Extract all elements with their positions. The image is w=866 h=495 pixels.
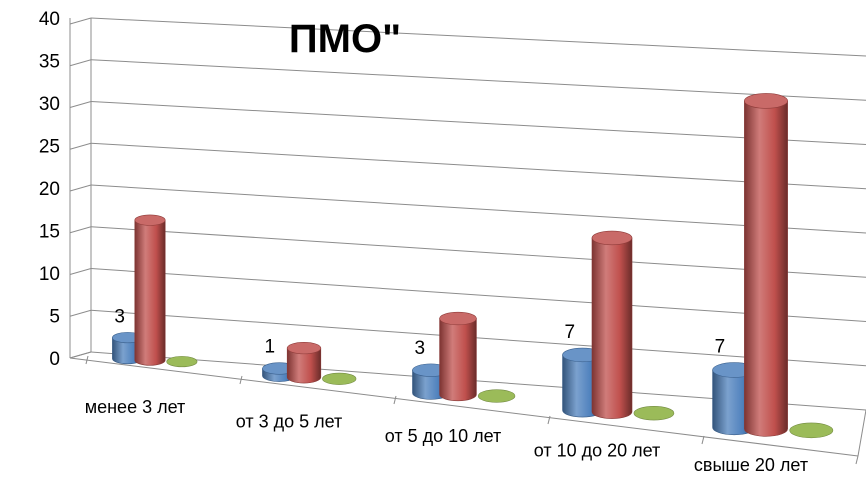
x-tick-mark: [701, 435, 705, 445]
y-tick-label: 25: [39, 137, 60, 158]
data-label: 3: [114, 306, 125, 327]
y-tick-label: 40: [39, 9, 60, 30]
gridline-side: [69, 17, 92, 25]
bar: [744, 93, 788, 437]
y-tick-label: 5: [49, 307, 60, 328]
gridline: [90, 184, 866, 234]
category-label: менее 3 лет: [85, 397, 186, 417]
x-axis-line: [69, 357, 859, 457]
y-tick-label: 30: [39, 94, 60, 115]
gridline: [90, 101, 866, 145]
floor-right-edge: [857, 409, 866, 457]
gridline: [90, 59, 866, 101]
chart-title: ПМО": [289, 17, 401, 61]
gridline-side: [69, 142, 92, 150]
y-tick-label: 0: [49, 349, 60, 370]
x-tick-mark: [239, 375, 243, 385]
data-label: 3: [415, 338, 426, 359]
y-tick-label: 10: [39, 264, 60, 285]
bar: [322, 372, 357, 385]
y-tick-label: 35: [39, 52, 60, 73]
gridline-side: [69, 268, 92, 275]
category-label: от 5 до 10 лет: [385, 426, 502, 446]
gridline: [90, 226, 866, 278]
y-axis-tick-labels: 0 5 10 15 20 25 30 35 40: [39, 9, 60, 370]
data-label: 7: [565, 322, 576, 343]
x-tick-mark: [85, 355, 89, 365]
category-labels: менее 3 лет от 3 до 5 лет от 5 до 10 лет от…: [85, 397, 808, 475]
gridline: [90, 309, 866, 367]
bars: [112, 93, 834, 439]
data-labels: 3 1 3 7 7: [114, 306, 725, 358]
gridline-side: [69, 59, 92, 67]
x-tick-mark: [393, 395, 397, 405]
category-label: от 3 до 5 лет: [236, 412, 343, 432]
gridline-side: [69, 309, 92, 317]
axes: [69, 18, 866, 465]
data-label: 7: [715, 337, 726, 358]
gridline-side: [69, 226, 92, 234]
gridline: [90, 142, 866, 190]
bar: [477, 389, 516, 403]
x-tick-mark: [855, 455, 859, 465]
bar: [633, 406, 675, 421]
data-label: 1: [264, 337, 275, 358]
category-label: свыше 20 лет: [694, 455, 808, 475]
gridlines: [69, 17, 866, 411]
bar: [166, 356, 198, 368]
gridline: [90, 268, 866, 322]
bar: [591, 230, 633, 419]
bar: [439, 311, 477, 402]
bar: [789, 422, 834, 439]
bar: [134, 214, 166, 366]
floor-side-edge: [69, 351, 92, 359]
category-label: от 10 до 20 лет: [534, 440, 661, 460]
gridline-side: [69, 184, 92, 192]
x-tick-mark: [547, 415, 551, 425]
bar: [286, 342, 322, 384]
gridline: [90, 17, 866, 57]
gridline-side: [69, 101, 92, 108]
y-tick-label: 20: [39, 179, 60, 200]
y-tick-label: 15: [39, 222, 60, 243]
